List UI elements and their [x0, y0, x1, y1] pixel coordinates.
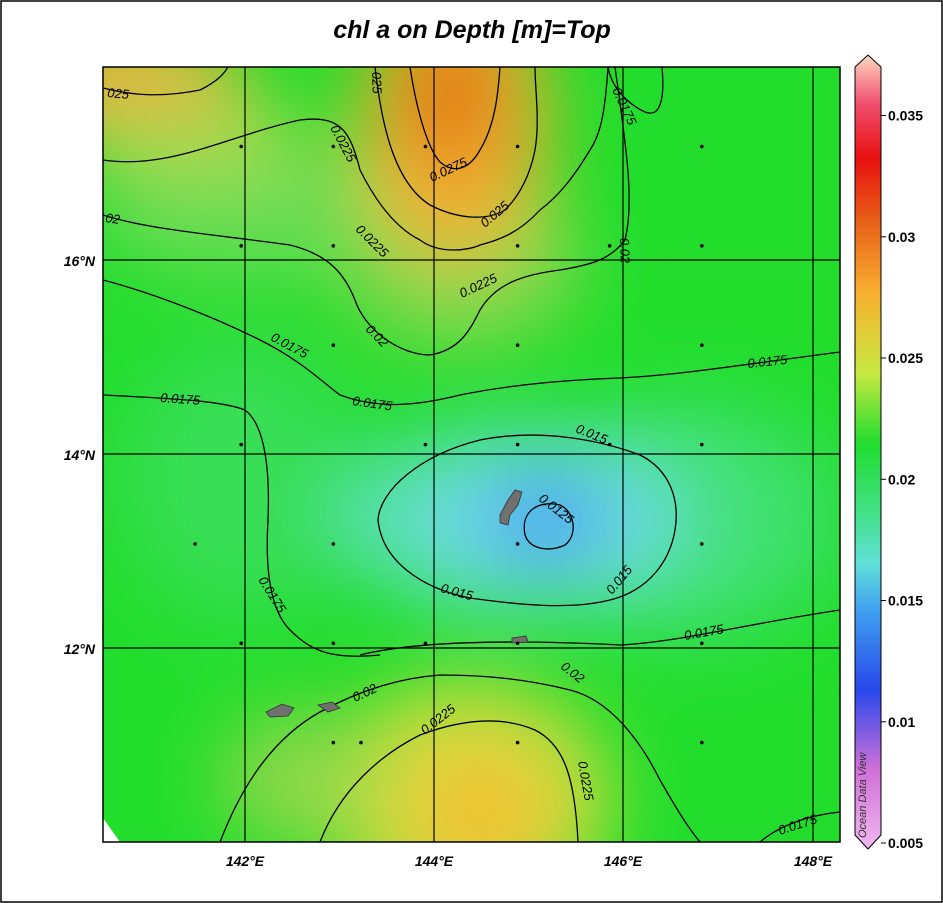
y-tick-label: 14°N — [64, 447, 96, 463]
station-marker — [193, 542, 197, 546]
station-marker — [700, 144, 704, 149]
x-tick-label: 142°E — [226, 853, 265, 869]
station-marker — [239, 244, 243, 248]
contour-label: 0.0175 — [352, 393, 394, 413]
colorbar: 0.035 0.03 0.025 0.02 0.015 0.01 0.005 Ocean D… — [854, 54, 923, 851]
station-marker — [515, 740, 520, 745]
station-marker — [331, 641, 336, 646]
station-marker — [331, 343, 336, 348]
station-marker — [359, 740, 363, 745]
colorbar-tick-label: 0.03 — [888, 229, 915, 245]
station-marker — [239, 641, 243, 646]
page-title: chl a on Depth [m]=Top — [333, 16, 611, 44]
y-axis-ticks: 16°N 14°N 12°N — [64, 253, 96, 657]
contour-label: 0.0175 — [160, 390, 201, 408]
colorbar-tick-label: 0.025 — [888, 350, 923, 366]
station-marker — [700, 442, 704, 447]
contour-label: 0.0225 — [575, 760, 597, 803]
colorbar-tick-label: 0.015 — [888, 593, 923, 609]
station-marker — [515, 343, 520, 348]
x-axis-ticks: 142°E 144°E 146°E 148°E — [226, 853, 833, 869]
station-marker — [331, 144, 336, 149]
colorbar-tick-label: 0.01 — [888, 714, 915, 730]
station-marker — [515, 144, 520, 149]
station-marker — [331, 542, 336, 546]
station-marker — [607, 442, 612, 447]
contour-label: 0.0175 — [683, 621, 726, 643]
station-marker — [423, 144, 428, 149]
station-marker — [239, 144, 243, 149]
station-marker — [700, 343, 704, 348]
heatmap-field — [103, 67, 840, 842]
contour-label: 0.0175 — [747, 352, 789, 371]
x-tick-label: 148°E — [794, 853, 833, 869]
station-marker — [700, 542, 704, 546]
contour-lines — [103, 67, 840, 842]
islands — [265, 489, 529, 718]
contour-label: 02 — [105, 210, 122, 227]
station-marker — [331, 740, 336, 745]
y-tick-label: 16°N — [64, 253, 96, 269]
station-marker — [331, 244, 336, 248]
plot-border — [102, 66, 841, 843]
colorbar-tick-label: 0.035 — [888, 108, 923, 124]
grid-lines — [103, 67, 840, 842]
contour-label: 025 — [107, 85, 131, 102]
station-marker — [423, 442, 428, 447]
station-marker — [607, 244, 612, 248]
x-tick-label: 146°E — [604, 853, 643, 869]
colorbar-tick-labels: 0.035 0.03 0.025 0.02 0.015 0.01 0.005 — [881, 108, 923, 851]
station-marker — [239, 442, 243, 447]
contour-label: 025 — [369, 72, 385, 95]
station-markers — [193, 144, 704, 745]
station-marker — [700, 244, 704, 248]
station-marker — [700, 740, 704, 745]
station-marker — [515, 641, 520, 646]
station-marker — [515, 542, 520, 546]
station-marker — [423, 641, 428, 646]
colorbar-tick-label: 0.02 — [888, 471, 915, 487]
colorbar-tick-label: 0.005 — [888, 835, 923, 851]
y-tick-label: 12°N — [64, 641, 96, 657]
watermark: Ocean Data View — [857, 752, 869, 838]
contour-label: 0.02 — [617, 238, 633, 265]
x-tick-label: 144°E — [415, 853, 454, 869]
station-marker — [700, 641, 704, 646]
station-marker — [515, 244, 520, 248]
station-marker — [515, 442, 520, 447]
